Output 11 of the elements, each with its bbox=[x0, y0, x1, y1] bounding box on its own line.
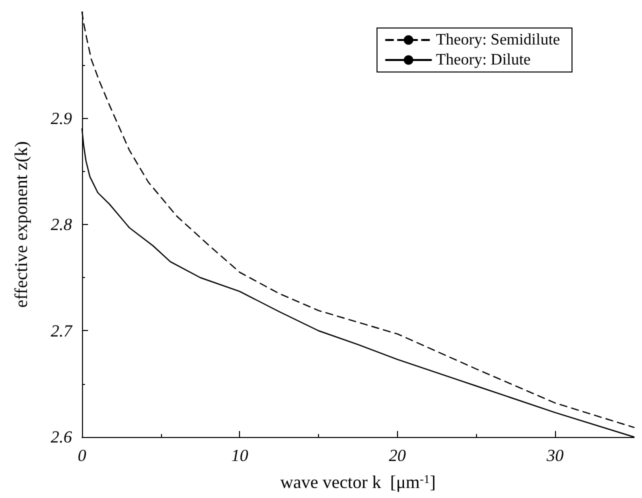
x-tick-label: 30 bbox=[546, 446, 564, 465]
y-tick-label: 2.6 bbox=[50, 428, 72, 446]
y-tick-label: 2.9 bbox=[50, 108, 72, 128]
x-tick-label: 0 bbox=[78, 446, 87, 465]
x-tick-label: 20 bbox=[388, 446, 406, 465]
legend-label: Theory: Dilute bbox=[436, 52, 531, 68]
y-tick-label: 2.7 bbox=[50, 321, 74, 340]
x-tick-label: 10 bbox=[231, 446, 249, 465]
legend-label: Theory: Semidilute bbox=[436, 32, 560, 48]
y-tick-label: 2.8 bbox=[50, 215, 72, 234]
y-axis-title: effective exponent z(k) bbox=[11, 141, 31, 308]
